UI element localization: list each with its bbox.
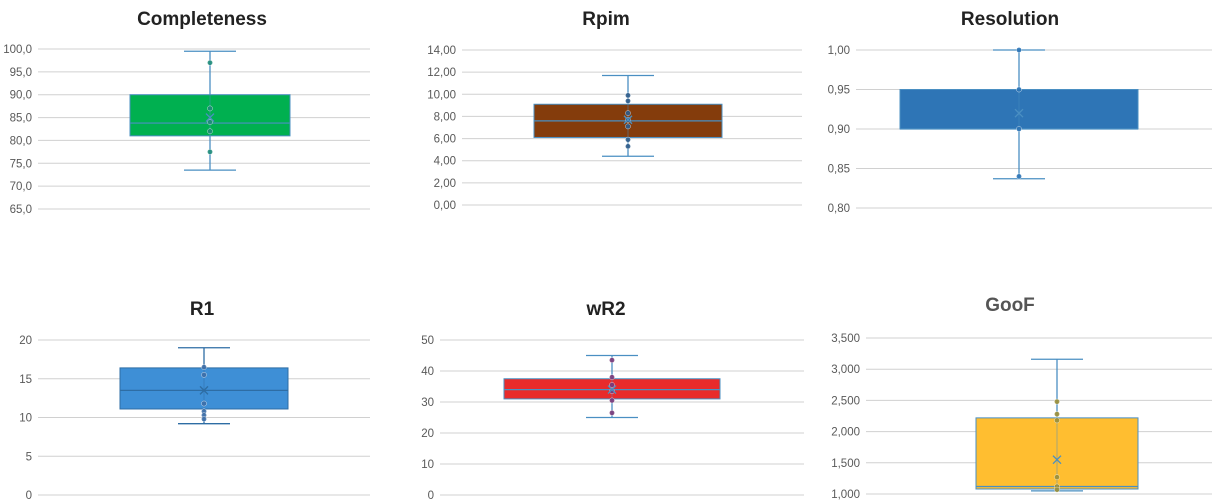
chart-completeness: Completeness 65,0 70,0 75,0 80,0 85,0 90,0 95,…: [0, 0, 404, 250]
y-tick-label: 0: [26, 490, 32, 501]
y-tick-label: 0: [428, 490, 434, 501]
y-tick-label: 10: [19, 413, 32, 425]
data-point: [1054, 411, 1060, 417]
data-point: [201, 416, 207, 422]
chart-title: GooF: [985, 295, 1035, 316]
y-tick-label: 95,0: [10, 67, 32, 79]
data-point: [1016, 86, 1022, 93]
chart-rpim: Rpim 0,00 2,00 4,00 6,00 8,00 10,00 12,00 14,00: [404, 0, 808, 250]
y-tick-label: 75,0: [10, 158, 32, 170]
mean-marker-stroke: [199, 385, 209, 395]
data-point: [609, 374, 615, 380]
y-tick-label: 20: [19, 335, 32, 347]
chart-title: wR2: [586, 299, 626, 320]
mean-marker: [623, 115, 633, 125]
data-point: [625, 143, 631, 150]
y-tick-label: 5: [26, 451, 32, 463]
data-point: [609, 397, 615, 404]
chart-title: R1: [189, 299, 215, 320]
y-tick-label: 0,90: [828, 124, 850, 136]
y-tick-label: 10,00: [427, 89, 456, 101]
data-point: [1016, 47, 1022, 53]
data-point: [207, 128, 213, 135]
y-tick-label: 0,95: [828, 85, 850, 97]
data-point: [609, 410, 615, 416]
y-tick-label: 10: [421, 459, 434, 471]
y-tick-label: 1,00: [828, 45, 850, 57]
y-tick-label: 70,0: [10, 181, 32, 193]
y-tick-label: 3,000: [831, 364, 860, 376]
chart-title: Completeness: [137, 9, 267, 30]
plot-area: 0,00 2,00 4,00 6,00 8,00 10,00 12,00 14,00: [427, 45, 802, 212]
plot-area: 0,80 0,85 0,90 0,95 1,00: [828, 45, 1212, 215]
data-point: [609, 382, 615, 388]
y-tick-label: 8,00: [434, 111, 456, 123]
chart-r1: R1 0 5 10 15 20: [0, 251, 404, 501]
chart-title: Resolution: [960, 9, 1060, 30]
data-point: [609, 357, 615, 363]
y-tick-label: 14,00: [427, 45, 456, 57]
y-tick-label: 40: [421, 366, 434, 378]
plot-area: 1,000 1,500 2,000 2,500 3,000 3,500: [831, 333, 1212, 501]
data-point: [625, 98, 631, 104]
plot-area: 0 5 10 15 20: [19, 335, 370, 501]
y-tick-label: 15: [19, 374, 32, 386]
y-tick-label: 0,80: [828, 203, 850, 215]
plot-area: 65,0 70,0 75,0 80,0 85,0 90,0 95,0 100,0: [3, 44, 370, 216]
mean-marker: [607, 385, 617, 395]
mean-marker-stroke: [205, 113, 215, 123]
y-tick-label: 4,00: [434, 156, 456, 168]
y-tick-label: 100,0: [3, 44, 32, 56]
y-tick-label: 2,500: [831, 395, 860, 407]
y-tick-label: 30: [421, 397, 434, 409]
y-tick-label: 85,0: [10, 113, 32, 125]
y-tick-label: 20: [421, 428, 434, 440]
mean-marker-stroke: [607, 385, 617, 395]
mean-marker-stroke: [1052, 455, 1062, 465]
chart-title: Rpim: [582, 9, 630, 30]
data-point: [625, 110, 631, 116]
data-point: [201, 372, 207, 378]
data-point: [1054, 417, 1060, 424]
y-tick-label: 0,00: [434, 200, 456, 212]
y-tick-label: 1,000: [831, 489, 860, 501]
data-point: [625, 92, 631, 99]
y-tick-label: 90,0: [10, 90, 32, 102]
y-tick-label: 6,00: [434, 134, 456, 146]
y-tick-label: 1,500: [831, 458, 860, 470]
data-point: [609, 388, 615, 394]
y-tick-label: 12,00: [427, 67, 456, 79]
data-point: [207, 105, 213, 112]
mean-marker-stroke: [1014, 108, 1024, 118]
data-point: [1054, 474, 1060, 480]
mean-marker: [1014, 108, 1024, 118]
plot-area: 0 10 20 30 40 50: [421, 335, 804, 501]
chart-wr2: wR2 0 10 20 30 40 50: [404, 251, 808, 501]
data-point: [1054, 398, 1060, 405]
data-point: [1054, 486, 1060, 493]
data-point: [625, 136, 631, 143]
chart-resolution: Resolution 0,80 0,85 0,90 0,95 1,00: [808, 0, 1212, 250]
mean-marker: [205, 113, 215, 123]
y-tick-label: 3,500: [831, 333, 860, 345]
data-point: [201, 400, 207, 407]
data-point: [1016, 126, 1022, 132]
y-tick-label: 2,000: [831, 427, 860, 439]
y-tick-label: 0,85: [828, 164, 850, 176]
data-point: [207, 59, 213, 66]
y-tick-label: 50: [421, 335, 434, 347]
mean-marker: [1052, 455, 1062, 465]
data-point: [625, 123, 631, 130]
y-tick-label: 65,0: [10, 204, 32, 216]
y-tick-label: 2,00: [434, 178, 456, 190]
mean-marker-stroke: [623, 115, 633, 125]
data-point: [1016, 173, 1022, 180]
data-point: [207, 149, 213, 155]
data-point: [201, 364, 207, 370]
data-point: [207, 119, 213, 125]
chart-goof: GooF 1,000 1,500 2,000 2,500 3,000 3,500: [808, 251, 1212, 501]
y-tick-label: 80,0: [10, 135, 32, 147]
mean-marker: [199, 385, 209, 395]
